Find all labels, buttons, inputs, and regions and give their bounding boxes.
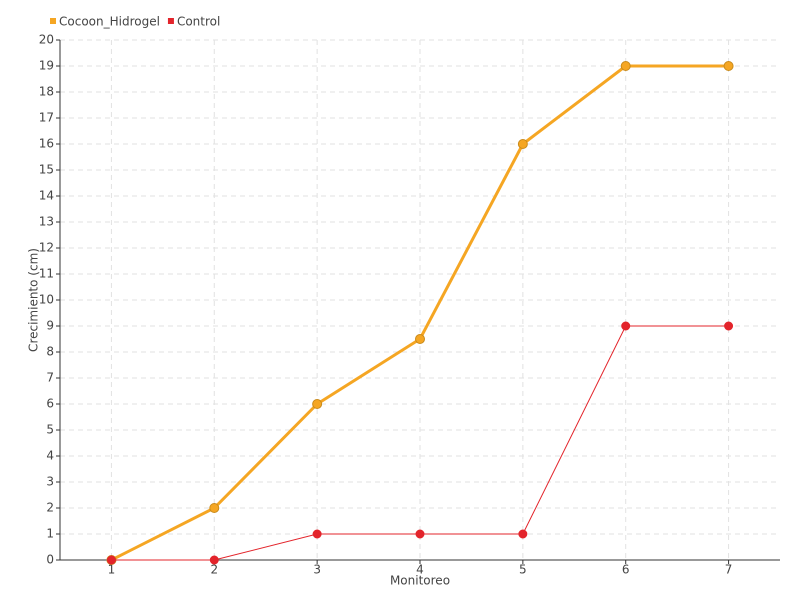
y-tick-label: 3 [46, 475, 54, 489]
data-point [518, 529, 528, 539]
x-tick-label: 7 [725, 563, 733, 577]
y-tick-label: 16 [39, 137, 54, 151]
y-tick-label: 6 [46, 397, 54, 411]
data-point [312, 529, 322, 539]
y-tick-label: 18 [39, 85, 54, 99]
y-tick-label: 12 [39, 241, 54, 255]
x-tick-label: 1 [108, 563, 116, 577]
y-tick-label: 7 [46, 371, 54, 385]
y-tick-label: 13 [39, 215, 54, 229]
y-tick-label: 2 [46, 501, 54, 515]
y-axis-label: Crecimiento (cm) [27, 248, 41, 352]
y-tick-label: 9 [46, 319, 54, 333]
data-point [415, 334, 425, 344]
x-tick-label: 4 [416, 563, 424, 577]
x-tick-label: 5 [519, 563, 527, 577]
y-tick-label: 19 [39, 59, 54, 73]
x-tick-label: 2 [210, 563, 218, 577]
y-tick-label: 1 [46, 527, 54, 541]
data-point [621, 321, 631, 331]
y-tick-label: 17 [39, 111, 54, 125]
y-tick-label: 14 [39, 189, 54, 203]
legend-marker [167, 18, 174, 24]
y-tick-label: 20 [39, 33, 54, 47]
y-tick-label: 11 [39, 267, 54, 281]
y-tick-label: 5 [46, 423, 54, 437]
legend-marker [50, 18, 56, 24]
data-point [723, 61, 734, 71]
y-tick-label: 4 [46, 449, 54, 463]
data-point [209, 503, 220, 513]
y-tick-label: 8 [46, 345, 54, 359]
data-point [312, 399, 323, 409]
x-tick-label: 6 [622, 563, 630, 577]
y-tick-label: 0 [46, 553, 54, 567]
y-tick-label: 10 [39, 293, 54, 307]
x-tick-label: 3 [313, 563, 321, 577]
data-point [106, 555, 116, 565]
series-line [111, 325, 729, 561]
x-axis-label: Monitoreo [390, 574, 450, 588]
data-point [724, 321, 734, 331]
data-point [209, 555, 219, 565]
y-tick-label: 15 [39, 163, 54, 177]
data-point [415, 529, 425, 539]
data-point [620, 61, 631, 71]
legend-label: Control [177, 15, 220, 29]
legend-label: Cocoon_Hidrogel [59, 15, 160, 29]
data-point [517, 139, 528, 149]
